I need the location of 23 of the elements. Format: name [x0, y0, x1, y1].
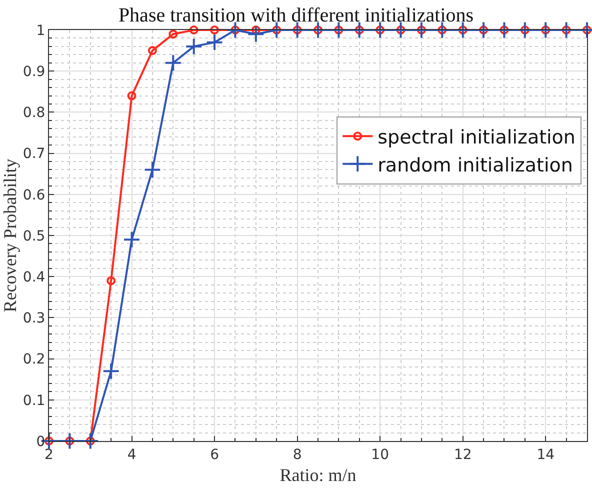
y-tick-label: 0.5: [22, 228, 46, 244]
x-tick-label: 4: [127, 446, 136, 463]
legend-label: random initialization: [378, 154, 573, 176]
chart-title: Phase transition with different initializations: [118, 4, 474, 27]
y-tick-label: 0.1: [22, 392, 46, 409]
y-tick-label: 0.3: [22, 310, 46, 327]
y-tick-label: 0.8: [22, 105, 46, 122]
x-tick-label: 8: [292, 446, 302, 463]
y-tick-label: 0.9: [22, 64, 46, 80]
y-tick-label: 0: [36, 434, 46, 450]
y-tick-label: 0.6: [22, 187, 46, 204]
x-tick-label: 14: [536, 446, 555, 463]
x-tick-label: 2: [44, 446, 54, 463]
legend-label: spectral initialization: [378, 126, 576, 149]
x-tick-label: 6: [210, 446, 220, 463]
x-tick-label: 10: [371, 446, 389, 463]
y-tick-label: 0.7: [22, 146, 46, 162]
y-tick-label: 1: [36, 22, 46, 39]
y-tick-label: 0.4: [22, 270, 46, 286]
y-tick-label: 0.2: [22, 352, 46, 368]
y-axis-title: Recovery Probability: [0, 158, 20, 312]
x-axis-title: Ratio: m/n: [280, 464, 356, 485]
x-tick-label: 12: [454, 446, 472, 463]
